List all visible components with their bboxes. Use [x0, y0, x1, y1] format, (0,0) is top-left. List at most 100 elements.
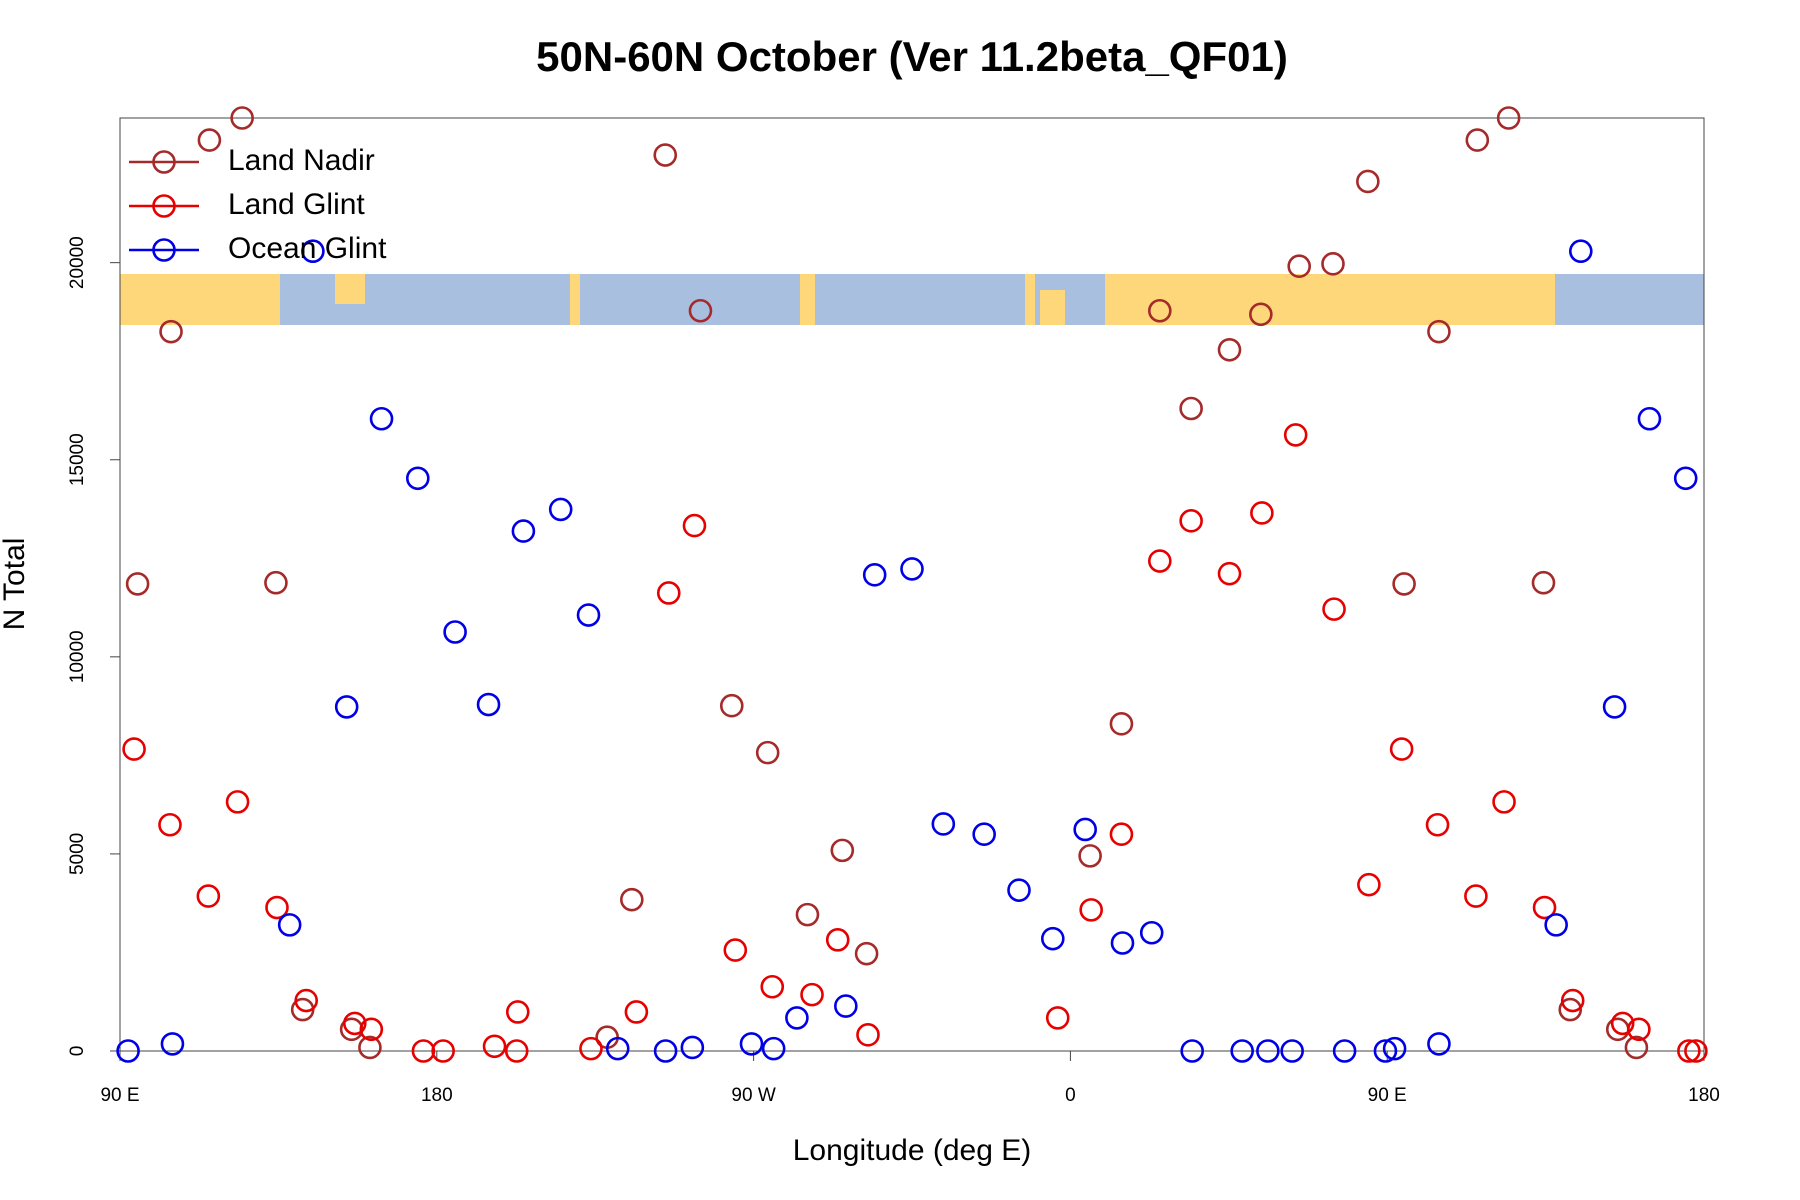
point	[230, 106, 254, 130]
y-tick-label: 0	[67, 1046, 88, 1057]
point	[1627, 1017, 1651, 1042]
point	[719, 693, 744, 718]
point	[579, 1036, 603, 1061]
point	[1558, 997, 1583, 1022]
point	[1544, 913, 1568, 937]
map-ocean	[1555, 274, 1704, 325]
point	[653, 143, 678, 167]
point	[225, 790, 250, 814]
map-ocean	[580, 274, 800, 325]
point	[294, 988, 319, 1013]
point	[931, 812, 956, 836]
point	[1139, 920, 1164, 945]
chart-title: 50N-60N October (Ver 11.2beta_QF01)	[536, 33, 1288, 80]
legend-label: Ocean Glint	[228, 232, 387, 265]
legend-label: Land Glint	[228, 188, 365, 221]
point	[830, 838, 855, 863]
point	[1637, 406, 1662, 431]
point	[1425, 812, 1450, 837]
point	[854, 941, 879, 966]
point	[1079, 898, 1103, 922]
legend-marker	[152, 150, 176, 174]
y-tick-label: 15000	[67, 433, 88, 486]
point	[1373, 1039, 1398, 1063]
x-axis-label: Longitude (deg E)	[793, 1134, 1032, 1167]
point	[1249, 302, 1273, 327]
x-tick-label: 180	[1688, 1085, 1720, 1106]
point	[1109, 822, 1134, 847]
point	[1148, 549, 1172, 573]
point	[800, 982, 824, 1007]
point	[1382, 1036, 1407, 1061]
x-tick-label: 180	[421, 1085, 453, 1106]
point	[761, 1036, 786, 1061]
point	[359, 1017, 384, 1042]
point	[301, 239, 325, 264]
map-land	[1040, 290, 1065, 325]
point	[834, 994, 858, 1018]
point	[1217, 561, 1242, 586]
point	[358, 1035, 382, 1060]
point	[1322, 597, 1346, 621]
point	[795, 902, 820, 927]
point	[1250, 501, 1274, 525]
point	[1560, 988, 1585, 1013]
point	[1357, 872, 1381, 897]
plot-frame	[119, 117, 1705, 1052]
point	[482, 1034, 507, 1059]
map-band	[120, 274, 1704, 325]
point	[856, 1023, 880, 1047]
point	[1332, 1039, 1357, 1063]
x-tick-label: 90 E	[100, 1085, 139, 1106]
point	[197, 128, 222, 152]
point	[158, 812, 182, 837]
point	[1109, 712, 1134, 736]
x-tick-label: 90 E	[1368, 1085, 1407, 1106]
point	[1073, 817, 1097, 842]
point	[1230, 1039, 1254, 1063]
point	[739, 1032, 764, 1056]
point	[1078, 844, 1102, 868]
point	[1283, 423, 1308, 447]
y-tick-label: 20000	[67, 236, 88, 289]
point	[1602, 695, 1627, 719]
point	[760, 974, 785, 999]
point	[1569, 239, 1593, 264]
point	[548, 497, 573, 522]
point	[264, 570, 288, 595]
point	[116, 1039, 140, 1063]
point	[1624, 1035, 1649, 1060]
point	[785, 1006, 809, 1030]
point	[1496, 106, 1521, 130]
point	[688, 298, 713, 323]
point	[1677, 1039, 1701, 1063]
point	[476, 692, 501, 717]
point	[1427, 319, 1451, 344]
legend-marker	[152, 194, 176, 218]
point	[334, 695, 359, 719]
point	[1045, 1006, 1070, 1030]
point	[862, 563, 887, 587]
point	[1179, 509, 1203, 533]
point	[1217, 337, 1242, 362]
point	[900, 557, 924, 581]
point	[504, 1039, 529, 1063]
point	[1280, 1039, 1304, 1063]
point	[755, 740, 780, 765]
point	[1007, 878, 1031, 902]
point	[511, 519, 536, 543]
point	[723, 938, 748, 962]
point	[972, 822, 996, 847]
point	[1180, 1039, 1204, 1063]
point	[369, 406, 394, 431]
point	[1673, 466, 1698, 491]
point	[159, 319, 183, 344]
point	[196, 884, 221, 908]
map-ocean	[815, 274, 1025, 325]
point	[160, 1032, 185, 1056]
point	[265, 895, 289, 920]
point	[1605, 1017, 1630, 1042]
point	[1465, 128, 1490, 152]
point	[1531, 570, 1556, 595]
